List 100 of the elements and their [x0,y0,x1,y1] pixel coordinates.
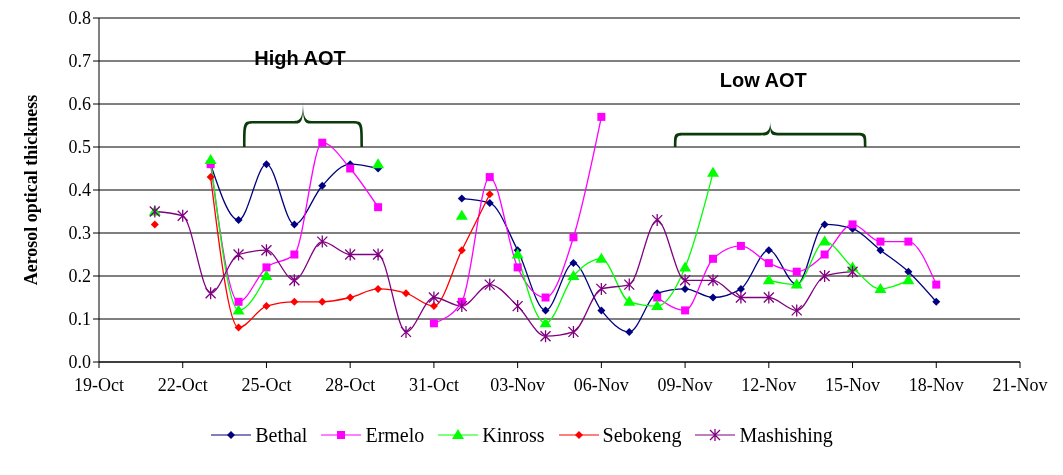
y-tick-label: 0.6 [68,94,91,115]
point [456,299,468,313]
point [764,259,773,268]
point [429,319,438,328]
point [736,241,745,250]
point [316,234,328,249]
point [318,138,327,147]
point [569,233,578,242]
point [204,153,217,164]
point [595,252,608,263]
point [400,325,412,339]
point [792,267,801,276]
x-tick-label: 06-Nov [573,374,629,395]
x-tick-label: 09-Nov [657,374,713,395]
point [402,289,410,298]
point [846,265,859,279]
x-tick-label: 21-Nov [992,374,1048,395]
point [288,273,301,287]
point [290,297,299,306]
point [232,304,245,315]
legend-label: Sebokeng [602,423,682,447]
point [762,274,775,285]
x-tick-label: 28-Oct [325,374,376,395]
point [539,329,552,343]
x-tick-label: 31-Oct [408,374,459,395]
point [567,325,580,339]
y-tick-label: 0.5 [68,137,91,158]
point [541,293,550,302]
point [484,277,496,292]
point [818,235,831,246]
point [234,216,243,225]
point [260,243,273,257]
point [260,270,273,280]
point [234,323,243,332]
annotation: Low AOT [719,68,807,91]
point [707,273,719,287]
point [625,327,634,336]
point [681,284,690,293]
x-tick-label: 15-Nov [825,374,881,395]
point [709,293,717,302]
point [567,270,580,280]
point [344,247,356,262]
point [736,284,745,293]
legend-label: Kinross [482,423,545,447]
point [372,247,384,262]
y-tick-label: 0.4 [68,180,91,201]
point [932,297,941,306]
point [904,237,913,246]
point [763,290,775,305]
point [707,166,719,177]
y-tick-label: 0.3 [68,223,91,244]
point [597,306,606,315]
point [455,209,468,220]
point [902,274,915,285]
point [709,254,717,263]
point [485,198,494,207]
y-tick-label: 0.0 [68,352,91,373]
point [485,190,494,199]
legend-label: Mashishing [739,423,833,447]
legend-label: Bethal [255,423,308,447]
point [262,263,271,272]
point [374,203,383,212]
point [206,173,215,182]
point [597,112,606,121]
point [623,295,636,306]
x-tick-label: 25-Oct [241,374,292,395]
y-axis-title: Aerosol optical thickness [21,94,42,286]
y-tick-label: 0.8 [68,8,91,29]
point [679,261,692,272]
point [932,280,941,289]
y-tick-label: 0.2 [68,266,91,287]
point [513,263,522,272]
point [541,306,550,315]
point [820,250,829,259]
point [262,160,271,169]
x-tick-label: 19-Oct [74,374,124,395]
point [679,273,691,287]
point [623,277,635,292]
point [848,220,857,229]
point [681,306,690,315]
x-tick-label: 03-Nov [490,374,546,395]
point [318,297,327,306]
point [876,246,885,255]
point [791,303,803,318]
point [595,282,608,296]
point [539,317,552,328]
point [457,246,466,255]
legend-label: Ermelo [365,423,425,447]
point [290,220,299,229]
point [764,246,773,255]
y-tick-label: 0.1 [68,309,91,330]
point [457,194,466,203]
point [653,293,662,302]
annotation: High AOT [254,47,346,70]
point [428,290,440,305]
point [232,247,245,262]
point [262,302,271,311]
point [372,158,385,169]
point [346,293,355,302]
point [876,237,885,246]
